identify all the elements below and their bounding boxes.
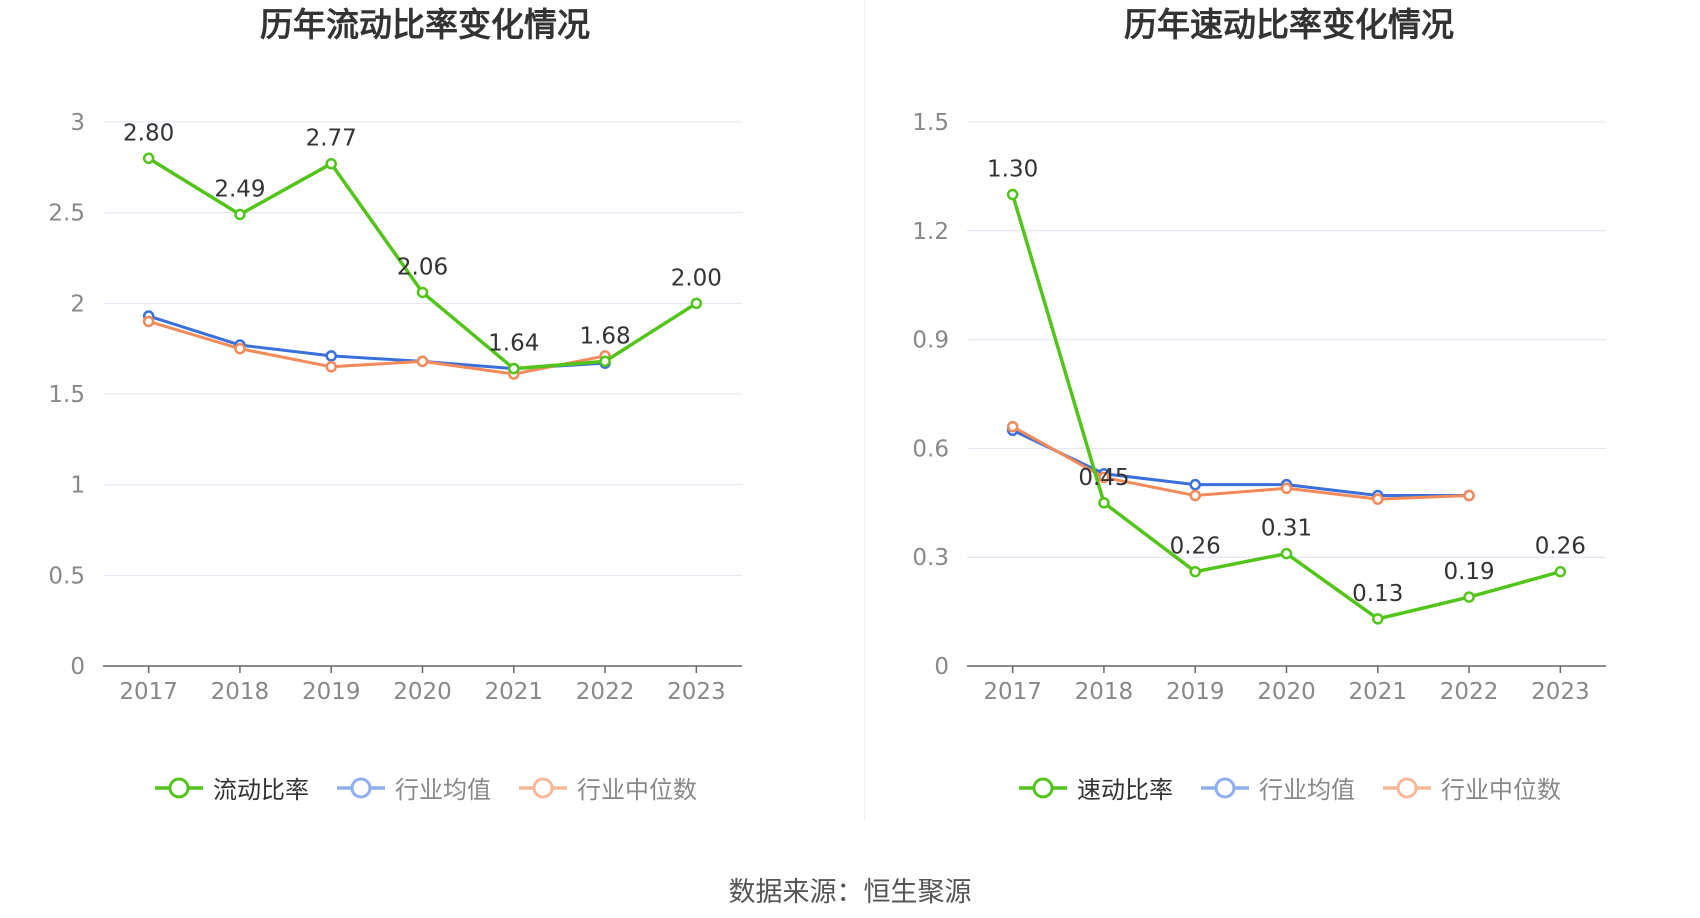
current-ratio-panel: 历年流动比率变化情况 0 0.5 1 1.5 2 2.5 3 2017 2018 2019 2020…	[0, 0, 850, 820]
x-tick-label: 2020	[1257, 679, 1316, 705]
legend-label: 行业均值	[395, 776, 491, 804]
data-point-industry-avg[interactable]	[325, 350, 337, 362]
chart-legend: 速动比率 行业均值 行业中位数	[864, 770, 1700, 805]
legend-label: 行业中位数	[577, 776, 697, 804]
y-tick-label: 3	[70, 110, 85, 136]
chart-title: 历年流动比率变化情况	[260, 5, 590, 44]
data-point-industry-median[interactable]	[234, 342, 246, 355]
data-point-industry-median[interactable]	[1372, 493, 1384, 505]
legend-item-main[interactable]: 速动比率	[1017, 770, 1173, 805]
y-tick-label: 0.9	[912, 328, 949, 354]
data-point-main[interactable]	[1098, 497, 1110, 509]
legend-line-icon	[337, 777, 385, 798]
legend-item-industry-median[interactable]: 行业中位数	[1381, 770, 1561, 805]
x-tick-label: 2022	[576, 679, 635, 705]
data-point-main[interactable]	[690, 297, 703, 310]
data-label: 0.45	[1078, 465, 1129, 491]
data-point-main[interactable]	[1280, 547, 1293, 560]
data-point-main[interactable]	[325, 157, 337, 170]
x-tick-label: 2020	[393, 679, 452, 705]
data-label: 0.26	[1535, 534, 1586, 560]
x-tick-label: 2017	[983, 679, 1042, 705]
legend-label: 速动比率	[1077, 776, 1173, 804]
y-tick-label: 2	[70, 291, 85, 317]
data-label: 2.06	[397, 254, 448, 280]
data-point-industry-median[interactable]	[1098, 471, 1110, 484]
data-label: 2.77	[306, 126, 357, 152]
data-label: 1.64	[488, 331, 539, 357]
current-ratio-chart: 0 0.5 1 1.5 2 2.5 3 2017 2018 2019 2020 2021 2022 202…	[48, 110, 742, 705]
x-tick-label: 2023	[667, 679, 726, 705]
y-tick-label: 2.5	[48, 201, 85, 227]
x-tick-label: 2021	[485, 679, 544, 705]
y-tick-label: 1.5	[912, 110, 949, 136]
legend-line-icon	[1383, 777, 1431, 798]
data-point-main[interactable]	[1554, 565, 1567, 578]
data-point-main[interactable]	[1189, 565, 1201, 578]
quick-ratio-panel: 历年速动比率变化情况 0 0.3 0.6 0.9 1.2 1.5 2017 2018 2019 2…	[864, 0, 1700, 820]
data-point-industry-median[interactable]	[1189, 489, 1201, 502]
y-tick-label: 1.5	[48, 382, 85, 408]
series-line-industry-median	[148, 320, 606, 376]
quick-ratio-chart: 0 0.3 0.6 0.9 1.2 1.5 2017 2018 2019 2020 2021 2022…	[912, 110, 1606, 705]
x-tick-label: 2019	[1166, 679, 1225, 705]
legend-line-icon	[155, 777, 203, 798]
data-point-industry-median[interactable]	[325, 361, 337, 373]
data-label: 1.30	[987, 157, 1038, 183]
series-line-industry-avg	[1011, 428, 1470, 498]
legend-item-industry-avg[interactable]: 行业均值	[335, 770, 491, 805]
chart-legend: 流动比率 行业均值 行业中位数	[0, 770, 850, 805]
data-label: 0.26	[1170, 534, 1221, 560]
data-label: 0.13	[1352, 581, 1403, 607]
legend-item-main[interactable]: 流动比率	[153, 770, 309, 805]
data-label: 0.19	[1443, 559, 1494, 585]
data-label: 1.68	[579, 323, 630, 349]
x-tick-label: 2019	[302, 679, 361, 705]
legend-line-icon	[1201, 777, 1249, 798]
legend-item-industry-median[interactable]: 行业中位数	[517, 770, 697, 805]
panel-divider	[864, 0, 865, 820]
data-point-industry-median[interactable]	[1280, 482, 1293, 495]
data-point-industry-median[interactable]	[1463, 489, 1475, 502]
x-tick-label: 2022	[1440, 679, 1499, 705]
data-point-main[interactable]	[599, 355, 611, 368]
data-point-industry-median[interactable]	[1006, 420, 1019, 433]
data-point-main[interactable]	[1006, 188, 1019, 201]
legend-line-icon	[1019, 777, 1067, 798]
data-point-main[interactable]	[508, 362, 520, 375]
legend-label: 行业均值	[1259, 776, 1355, 804]
data-point-main[interactable]	[416, 286, 429, 299]
data-point-main[interactable]	[234, 208, 246, 221]
data-label: 2.80	[123, 120, 174, 146]
data-label: 2.00	[671, 265, 722, 291]
y-tick-label: 0.5	[48, 563, 85, 589]
data-point-main[interactable]	[1463, 591, 1475, 603]
data-point-main[interactable]	[142, 152, 155, 165]
y-tick-label: 1	[70, 473, 85, 499]
legend-label: 行业中位数	[1441, 776, 1561, 804]
data-point-industry-median[interactable]	[142, 315, 155, 328]
data-label: 0.31	[1261, 516, 1312, 542]
x-tick-label: 2023	[1531, 679, 1590, 705]
x-tick-label: 2018	[1075, 679, 1134, 705]
x-tick-label: 2017	[119, 679, 178, 705]
legend-line-icon	[519, 777, 567, 798]
data-source-note: 数据来源：恒生聚源	[728, 877, 972, 908]
y-tick-label: 0.6	[912, 436, 949, 462]
y-tick-label: 0	[70, 654, 85, 680]
y-tick-label: 0	[934, 654, 949, 680]
data-point-main[interactable]	[1372, 613, 1384, 625]
legend-label: 流动比率	[213, 776, 309, 804]
y-tick-label: 0.3	[912, 545, 949, 571]
x-tick-label: 2018	[211, 679, 270, 705]
data-label: 2.49	[214, 176, 265, 202]
legend-item-industry-avg[interactable]: 行业均值	[1199, 770, 1355, 805]
data-point-industry-avg[interactable]	[1189, 478, 1201, 491]
y-tick-label: 1.2	[912, 219, 949, 245]
x-tick-label: 2021	[1349, 679, 1408, 705]
data-point-industry-median[interactable]	[416, 355, 429, 368]
chart-title: 历年速动比率变化情况	[1124, 5, 1454, 44]
series-line-industry-median	[1011, 425, 1470, 501]
